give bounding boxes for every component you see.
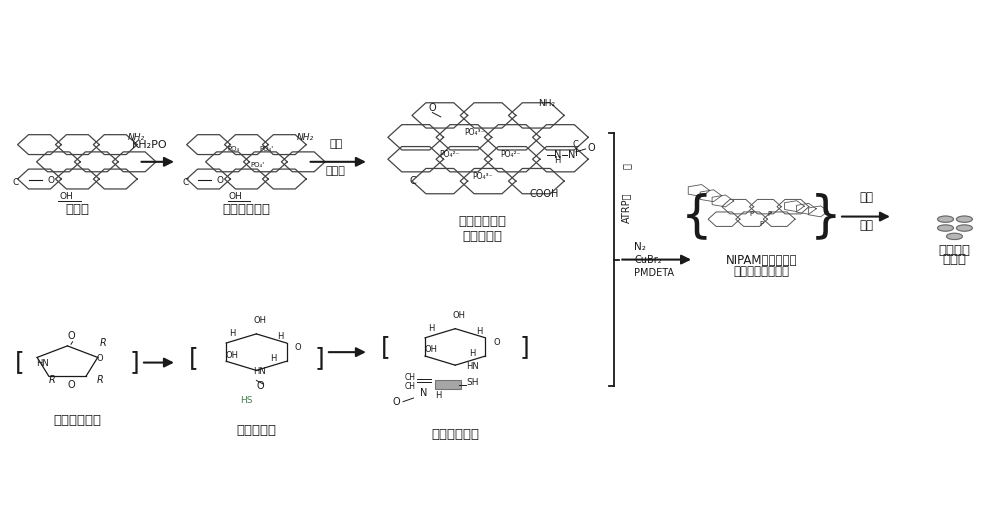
Text: PO₄²⁻: PO₄²⁻ — [500, 150, 521, 159]
Text: PO₄²⁻: PO₄²⁻ — [439, 150, 459, 159]
Text: ]: ] — [520, 335, 530, 359]
Text: R: R — [49, 375, 55, 385]
Text: [: [ — [189, 346, 199, 369]
Text: C: C — [182, 178, 188, 187]
Text: {: { — [681, 192, 713, 240]
Text: N: N — [420, 388, 428, 398]
Text: CH: CH — [405, 382, 416, 391]
Text: OH: OH — [60, 192, 73, 201]
Text: H: H — [469, 349, 476, 358]
Text: N: N — [568, 150, 575, 160]
Text: HN: HN — [36, 359, 49, 368]
Text: C: C — [410, 176, 416, 186]
Text: OH: OH — [229, 192, 242, 201]
Text: 酰腙型生物炭: 酰腙型生物炭 — [458, 216, 506, 229]
Bar — [435, 379, 461, 389]
Text: O: O — [48, 175, 55, 184]
Text: 水合肼: 水合肼 — [326, 166, 346, 176]
Ellipse shape — [956, 216, 972, 222]
Text: H: H — [271, 354, 277, 363]
Text: P: P — [767, 211, 772, 217]
Text: 生物炭基载磷材料: 生物炭基载磷材料 — [734, 265, 790, 278]
Text: O: O — [67, 379, 75, 389]
Text: NH₂: NH₂ — [128, 133, 145, 142]
Text: HN: HN — [253, 367, 266, 376]
Ellipse shape — [938, 225, 953, 231]
Text: ]: ] — [314, 346, 324, 369]
Text: COOH: COOH — [529, 189, 558, 199]
Text: O: O — [494, 338, 500, 347]
Text: [: [ — [381, 335, 391, 359]
Text: OH: OH — [253, 316, 266, 325]
Text: OH: OH — [452, 311, 465, 320]
Text: R: R — [99, 338, 106, 348]
Text: N₂: N₂ — [634, 241, 646, 251]
Text: [: [ — [15, 350, 25, 375]
Text: O: O — [392, 397, 400, 407]
Text: 造粒: 造粒 — [859, 219, 873, 232]
Text: PO₄': PO₄' — [250, 162, 264, 168]
Text: O: O — [256, 380, 264, 391]
Text: CuBr₂: CuBr₂ — [634, 255, 662, 265]
Text: ATRP反: ATRP反 — [621, 192, 631, 223]
Ellipse shape — [938, 216, 953, 222]
Text: H: H — [435, 391, 441, 400]
Text: N: N — [554, 150, 561, 160]
Text: P: P — [750, 211, 754, 217]
Ellipse shape — [956, 225, 972, 231]
Text: CH: CH — [405, 373, 416, 382]
Text: HS: HS — [240, 396, 252, 405]
Text: OH: OH — [424, 345, 437, 354]
Text: O: O — [295, 343, 301, 353]
Text: O: O — [217, 175, 224, 184]
Text: O: O — [67, 331, 75, 341]
Text: NH₂: NH₂ — [297, 133, 314, 142]
Text: O: O — [429, 103, 436, 113]
Text: KH₂PO: KH₂PO — [132, 140, 168, 150]
Text: 甲醇: 甲醇 — [329, 139, 343, 149]
Text: H: H — [278, 333, 284, 341]
Text: PMDETA: PMDETA — [634, 268, 674, 278]
Text: 基载磷材料: 基载磷材料 — [462, 230, 502, 243]
Text: H: H — [229, 329, 235, 338]
Text: PO₄': PO₄' — [259, 146, 273, 152]
Text: HN: HN — [466, 362, 479, 371]
Text: ]: ] — [130, 350, 140, 375]
Text: 疏基壳聚糖: 疏基壳聚糖 — [236, 424, 276, 437]
Text: O: O — [587, 142, 595, 152]
Text: 挤压: 挤压 — [859, 191, 873, 203]
Text: H: H — [554, 156, 561, 165]
Text: NIPAM改性酰腙型: NIPAM改性酰腙型 — [726, 255, 797, 267]
Text: }: } — [810, 192, 842, 240]
Text: 酰基化壳聚糖: 酰基化壳聚糖 — [53, 414, 101, 427]
Text: C: C — [573, 140, 579, 149]
Ellipse shape — [947, 233, 962, 239]
Text: PO₄³⁻: PO₄³⁻ — [472, 172, 493, 181]
Text: PO₄: PO₄ — [227, 146, 239, 152]
Text: 缓控释颗: 缓控释颗 — [938, 244, 970, 257]
Text: 生物炭: 生物炭 — [65, 203, 89, 217]
Text: H: H — [476, 327, 483, 336]
Text: C: C — [13, 178, 19, 187]
Text: P: P — [759, 221, 764, 227]
Text: 生物炭负载磷: 生物炭负载磷 — [222, 203, 270, 217]
Text: 温敏性壳聚糖: 温敏性壳聚糖 — [431, 428, 479, 441]
Text: 应: 应 — [621, 163, 631, 169]
Text: H: H — [428, 324, 434, 333]
Text: PO₄³⁻: PO₄³⁻ — [464, 129, 484, 138]
Text: 粒肥料: 粒肥料 — [942, 253, 966, 266]
Text: R: R — [96, 375, 103, 385]
Text: O: O — [96, 354, 103, 363]
Text: OH: OH — [225, 350, 238, 359]
Text: NH₂: NH₂ — [538, 99, 555, 108]
Text: SH: SH — [466, 378, 479, 387]
